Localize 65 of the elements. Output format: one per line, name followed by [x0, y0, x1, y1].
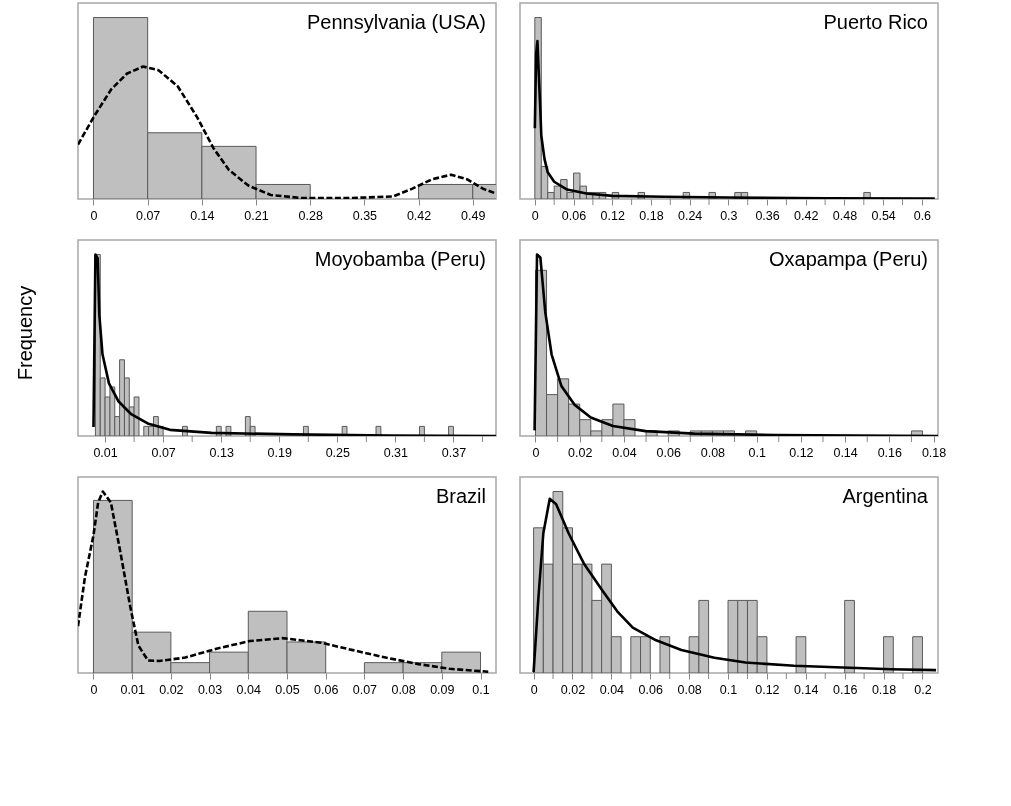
- x-tick-label: 0.06: [638, 682, 663, 697]
- x-tick-label: 0.24: [677, 208, 703, 223]
- x-tick-label: 0.05: [275, 682, 300, 697]
- x-tick-label: 0.36: [755, 208, 780, 223]
- x-tick-label: 0.07: [352, 682, 378, 697]
- x-tick-label: 0.48: [832, 208, 858, 223]
- chart-title: Oxapampa (Peru): [769, 248, 928, 270]
- chart-title: Brazil: [435, 485, 486, 507]
- x-tick-label: 0.16: [833, 682, 858, 697]
- x-tick-label: 0.49: [461, 208, 486, 223]
- x-tick-label: 0.02: [560, 682, 586, 697]
- x-tick-label: 0.08: [391, 682, 416, 697]
- chart-title: Argentina: [842, 485, 929, 507]
- x-tick-label: 0.13: [209, 445, 234, 460]
- x-tick-label: 0.08: [677, 682, 702, 697]
- x-tick-label: 0.18: [921, 445, 947, 460]
- x-tick-label: 0.14: [794, 682, 819, 697]
- x-tick-label: 0.04: [236, 682, 261, 697]
- x-tick-label: 0.12: [755, 682, 780, 697]
- x-tick-label: 0.04: [599, 682, 625, 697]
- x-tick-label: 0.1: [719, 682, 738, 697]
- x-tick-label: 0: [90, 682, 98, 697]
- x-tick-label: 0.09: [430, 682, 455, 697]
- x-tick-label: 0: [532, 445, 540, 460]
- x-tick-label: 0.12: [789, 445, 814, 460]
- y-axis-title: Frequency: [14, 285, 36, 381]
- chart-title: Pennsylvania (USA): [307, 11, 486, 33]
- x-tick-label: 0.14: [190, 208, 215, 223]
- x-tick-label: 0.1: [472, 682, 490, 697]
- x-tick-label: 0.16: [877, 445, 903, 460]
- x-tick-label: 0.02: [568, 445, 593, 460]
- x-tick-label: 0.18: [871, 682, 897, 697]
- x-tick-label: 0.01: [93, 445, 118, 460]
- x-tick-label: 0.37: [441, 445, 467, 460]
- x-tick-label: 0.35: [352, 208, 378, 223]
- x-tick-label: 0.07: [135, 208, 161, 223]
- chart-title: Moyobamba (Peru): [314, 248, 486, 270]
- x-tick-label: 0.18: [639, 208, 664, 223]
- x-tick-label: 0.08: [700, 445, 726, 460]
- x-tick-label: 0.54: [871, 208, 896, 223]
- x-tick-label: 0.6: [913, 208, 932, 223]
- x-tick-label: 0.07: [151, 445, 176, 460]
- x-tick-label: 0: [530, 682, 538, 697]
- x-tick-label: 0.42: [406, 208, 432, 223]
- chart-title: Puerto Rico: [823, 11, 928, 33]
- x-tick-label: 0.2: [914, 682, 932, 697]
- x-tick-label: 0.12: [600, 208, 625, 223]
- x-tick-label: 0.21: [244, 208, 269, 223]
- x-tick-label: 0.28: [298, 208, 323, 223]
- x-tick-label: 0: [90, 208, 98, 223]
- x-tick-label: 0.03: [197, 682, 223, 697]
- x-tick-label: 0.06: [561, 208, 587, 223]
- x-tick-label: 0.04: [612, 445, 637, 460]
- x-tick-label: 0: [531, 208, 539, 223]
- x-tick-label: 0.25: [325, 445, 351, 460]
- x-tick-label: 0.02: [159, 682, 184, 697]
- x-tick-label: 0.3: [720, 208, 738, 223]
- x-tick-label: 0.42: [794, 208, 819, 223]
- x-tick-label: 0.19: [267, 445, 292, 460]
- x-tick-label: 0.1: [748, 445, 766, 460]
- x-tick-label: 0.31: [383, 445, 409, 460]
- x-tick-label: 0.06: [656, 445, 681, 460]
- x-tick-label: 0.06: [314, 682, 339, 697]
- x-tick-label: 0.01: [120, 682, 145, 697]
- x-tick-label: 0.14: [833, 445, 858, 460]
